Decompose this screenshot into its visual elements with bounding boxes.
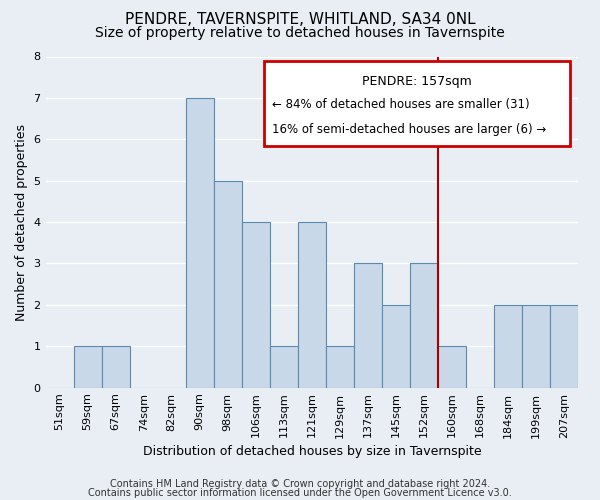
Bar: [438, 346, 466, 388]
FancyBboxPatch shape: [264, 62, 570, 146]
Bar: [101, 346, 130, 388]
Text: PENDRE: 157sqm: PENDRE: 157sqm: [362, 74, 472, 88]
Bar: [242, 222, 270, 388]
X-axis label: Distribution of detached houses by size in Tavernspite: Distribution of detached houses by size …: [143, 444, 481, 458]
Bar: [214, 180, 242, 388]
Bar: [270, 346, 298, 388]
Text: ← 84% of detached houses are smaller (31): ← 84% of detached houses are smaller (31…: [272, 98, 530, 111]
Bar: [410, 264, 438, 388]
Bar: [550, 305, 578, 388]
Y-axis label: Number of detached properties: Number of detached properties: [15, 124, 28, 320]
Bar: [74, 346, 101, 388]
Bar: [298, 222, 326, 388]
Bar: [494, 305, 522, 388]
Bar: [382, 305, 410, 388]
Bar: [522, 305, 550, 388]
Bar: [185, 98, 214, 388]
Text: PENDRE, TAVERNSPITE, WHITLAND, SA34 0NL: PENDRE, TAVERNSPITE, WHITLAND, SA34 0NL: [125, 12, 475, 28]
Bar: [354, 264, 382, 388]
Bar: [326, 346, 354, 388]
Text: Contains public sector information licensed under the Open Government Licence v3: Contains public sector information licen…: [88, 488, 512, 498]
Text: 16% of semi-detached houses are larger (6) →: 16% of semi-detached houses are larger (…: [272, 122, 546, 136]
Text: Size of property relative to detached houses in Tavernspite: Size of property relative to detached ho…: [95, 26, 505, 40]
Text: Contains HM Land Registry data © Crown copyright and database right 2024.: Contains HM Land Registry data © Crown c…: [110, 479, 490, 489]
